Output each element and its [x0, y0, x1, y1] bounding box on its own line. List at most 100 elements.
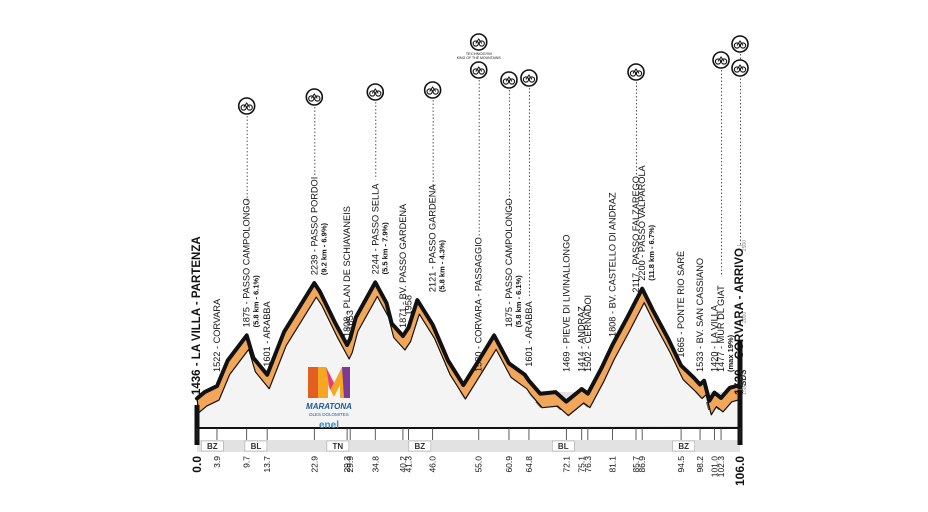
point-label: 1477 - MUR DL GIAT(max 19%) — [716, 285, 735, 372]
point-label-text: 1875 - PASSO CAMPOLONGO — [242, 198, 252, 327]
distance-tick-label: 101.0 — [709, 456, 719, 478]
point-label-detail: (max 19%) — [726, 334, 735, 372]
point-label: 1808 - PLAN DE SCHIAVANEIS — [342, 206, 352, 337]
bike-icon-wheel — [375, 90, 382, 97]
distance-tick-label: 13.7 — [262, 456, 272, 473]
bike-icon-wheel — [246, 104, 253, 111]
bike-icon — [237, 97, 256, 115]
bike-icon-wheel — [432, 88, 439, 95]
point-label: 2200 - PASSO VALPAROLA(11.8 km - 6.7%) — [637, 164, 656, 280]
point-label-text: 1522 - CORVARA — [212, 298, 222, 372]
bike-icon-frame — [243, 102, 251, 108]
distance-tick-label: 76.3 — [583, 456, 593, 473]
kom-sublabel: KING OF THE MOUNTAINS — [457, 56, 502, 60]
bike-icon-wheel — [478, 40, 485, 47]
bike-icon-wheel — [478, 68, 485, 75]
bike-icon-frame — [632, 68, 640, 74]
region-band — [197, 440, 740, 452]
bike-icon — [520, 69, 538, 87]
distance-tick-label: 46.0 — [428, 456, 438, 473]
point-label-text: 1420 - LA VILLA — [709, 304, 719, 372]
distance-tick-label: 102.3 — [716, 456, 726, 478]
bike-icon-wheel — [733, 42, 741, 49]
point-label-text: 1530 - CORVARA - ARRIVO — [734, 248, 746, 395]
point-label: 2121 - PASSO GARDENA(5.8 km - 4.3%) — [428, 184, 447, 292]
point-label-text: 1871 - BV. PASSO GARDENA — [398, 203, 408, 328]
bike-icon-wheel — [472, 40, 479, 47]
region-label: BZ — [207, 442, 218, 451]
point-label-text: 1665 - PONTE RIO SARÈ — [676, 251, 686, 358]
bike-icon-frame — [717, 56, 725, 62]
point-label-detail: (9.2 km - 6.9%) — [319, 223, 328, 276]
point-label: 2239 - PASSO PORDOI(9.2 km - 6.9%) — [309, 177, 328, 275]
distance-tick-label: 60.9 — [504, 456, 514, 473]
bike-icon-wheel — [369, 90, 376, 97]
endpoint-label: 1530 - CORVARA - ARRIVO — [734, 248, 746, 395]
distance-tick-label: 40.2 — [398, 456, 408, 473]
region-box — [408, 440, 432, 452]
bike-icon-frame — [505, 76, 513, 82]
point-label: 1665 - PONTE RIO SARÈ — [676, 251, 686, 358]
bike-icon — [305, 88, 324, 106]
bike-icon-frame — [371, 88, 379, 94]
point-label-text: 2244 - PASSO SELLA — [370, 183, 380, 275]
distance-tick-label: 29.3 — [342, 456, 352, 473]
region-label: TN — [333, 442, 344, 451]
point-label-text: 2121 - PASSO GARDENA — [428, 184, 438, 292]
point-label: 2117 - PASSO FALZAREGO — [631, 176, 641, 293]
bike-icon-wheel — [522, 76, 530, 83]
bike-icon-wheel — [502, 78, 510, 85]
bike-icon-wheel — [739, 42, 747, 49]
point-label-detail: (11.8 km - 6.7%) — [647, 224, 656, 280]
elevation-tick-label: 2500 — [742, 240, 748, 251]
bike-icon-frame — [475, 66, 483, 72]
bike-icon — [731, 35, 749, 53]
bike-icon — [627, 63, 645, 81]
point-label: 2244 - PASSO SELLA(5.5 km - 7.9%) — [370, 183, 389, 275]
distance-tick-label: 0.0 — [190, 456, 204, 473]
region-label: BZ — [678, 442, 689, 451]
distance-tick-label: 34.8 — [370, 456, 380, 473]
distance-tick-label: 29.9 — [345, 456, 355, 473]
bike-icon-wheel — [472, 68, 479, 75]
point-label: 1601 - ARABBA — [262, 301, 272, 367]
point-labels: 1436 - LA VILLA - PARTENZA 1522 - CORVARA… — [191, 164, 746, 395]
distance-tick-label: 64.8 — [524, 456, 534, 473]
distance-tick-label: 22.9 — [309, 456, 319, 473]
bike-icon-frame — [310, 93, 318, 99]
logo-m-mark — [308, 367, 350, 398]
point-label: 1533 - BV. SAN CASSIANO — [695, 258, 705, 372]
region-box — [552, 440, 575, 452]
point-label: 1502 - CERNADOI — [583, 295, 593, 372]
bike-icon-wheel — [308, 95, 315, 102]
bike-icon — [469, 33, 488, 51]
point-label: 1875 - PASSO CAMPOLONGO(5.8 km - 6.1%) — [242, 198, 261, 327]
distance-tick-label: 75.1 — [577, 456, 587, 473]
distance-tick-label: 85.7 — [631, 456, 641, 473]
point-label: 1808 - BV. CASTELLO DI ANDRAZ — [607, 192, 617, 337]
bike-icon — [731, 59, 749, 77]
region-box — [326, 440, 350, 452]
point-label-text: 1533 - BV. SAN CASSIANO — [695, 258, 705, 372]
point-label-detail: (5.8 km - 6.1%) — [252, 275, 261, 328]
bike-icon-wheel — [720, 58, 728, 65]
point-label: 1958 — [404, 295, 414, 315]
point-label-text: 2239 - PASSO PORDOI — [309, 177, 319, 275]
bike-icon-frame — [736, 40, 744, 46]
bike-icon-frame — [525, 74, 533, 80]
logo-title: MARATONA — [306, 402, 352, 411]
logo-sponsor: enel — [319, 420, 339, 431]
point-label-text: 1502 - CERNADOI — [583, 295, 593, 372]
endpoint-label: 1436 - LA VILLA - PARTENZA — [191, 236, 203, 395]
bike-icon-frame — [475, 38, 483, 44]
point-label: 1420 - LA VILLA — [709, 304, 719, 372]
distance-tick-label: 81.1 — [607, 456, 617, 473]
region-label: BZ — [414, 442, 425, 451]
region-box — [244, 440, 268, 452]
point-label-detail: (5.5 km - 7.9%) — [380, 222, 389, 275]
distance-tick-label: 86.9 — [637, 456, 647, 473]
elevation-tick-label: 2000 — [742, 312, 748, 323]
point-label-text: 1414 - ANDRAZ — [577, 306, 587, 372]
distance-tick-label: 106.0 — [733, 456, 747, 486]
